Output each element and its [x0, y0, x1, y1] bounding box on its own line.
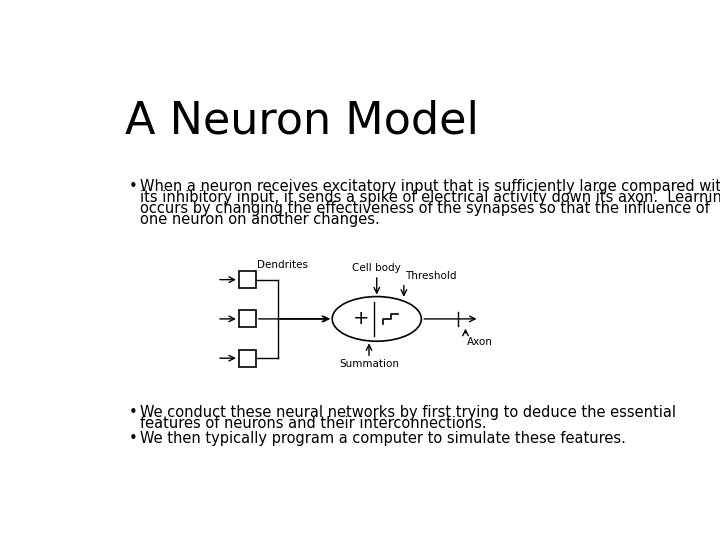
Text: Dendrites: Dendrites [258, 260, 308, 269]
Text: one neuron on another changes.: one neuron on another changes. [140, 212, 380, 227]
Bar [239, 350, 256, 367]
Text: Axon: Axon [467, 336, 493, 347]
Text: its inhibitory input, it sends a spike of electrical activity down its axon.  Le: its inhibitory input, it sends a spike o… [140, 190, 720, 205]
Text: •: • [129, 405, 138, 420]
Text: +: + [353, 309, 369, 328]
Text: •: • [129, 179, 138, 194]
Text: occurs by changing the effectiveness of the synapses so that the influence of: occurs by changing the effectiveness of … [140, 201, 710, 216]
Text: We conduct these neural networks by first trying to deduce the essential: We conduct these neural networks by firs… [140, 405, 676, 420]
Text: Summation: Summation [339, 359, 399, 369]
Text: Threshold: Threshold [405, 271, 457, 281]
Text: features of neurons and their interconnections.: features of neurons and their interconne… [140, 416, 487, 431]
Text: Cell body: Cell body [352, 264, 401, 273]
Text: A Neuron Model: A Neuron Model [125, 99, 479, 143]
Text: When a neuron receives excitatory input that is sufficiently large compared with: When a neuron receives excitatory input … [140, 179, 720, 194]
Text: •: • [129, 431, 138, 447]
Text: We then typically program a computer to simulate these features.: We then typically program a computer to … [140, 431, 626, 447]
Bar [239, 310, 256, 327]
Bar [239, 271, 256, 288]
